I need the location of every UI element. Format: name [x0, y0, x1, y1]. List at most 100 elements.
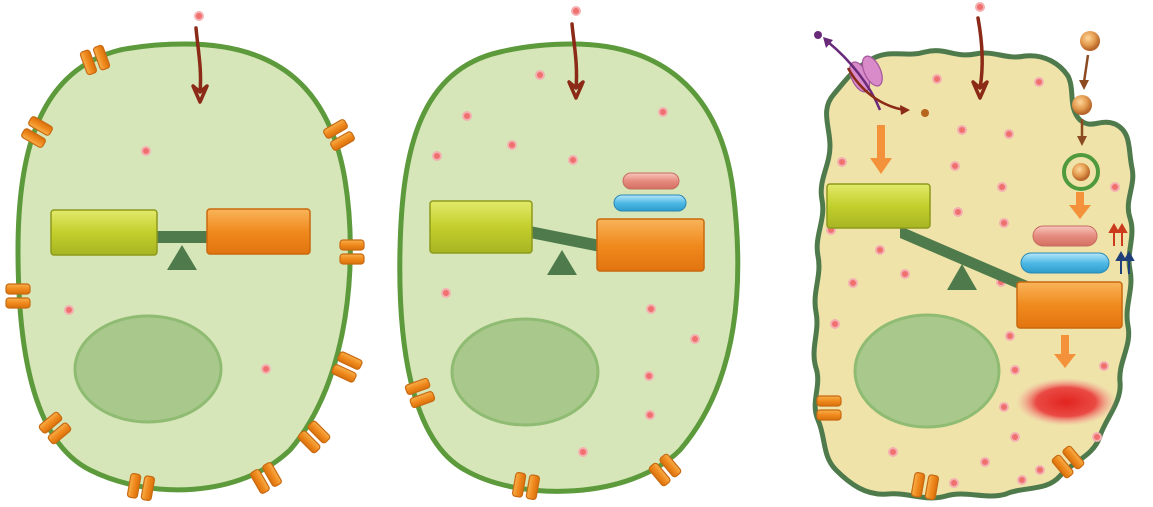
blue-bar [613, 194, 687, 212]
ion [690, 334, 700, 344]
ion-channel-icon [250, 462, 282, 494]
red-region [1016, 378, 1116, 426]
ion [949, 478, 959, 488]
pump-ion [921, 109, 929, 117]
seesaw-fulcrum-icon [547, 250, 577, 275]
influx-arrow-icon [191, 26, 209, 104]
ion [997, 182, 1007, 192]
cell-membrane [811, 48, 1136, 501]
nucleus [450, 317, 600, 427]
ion-channel-icon [816, 395, 842, 421]
ion [432, 151, 442, 161]
ion-channel-icon [1051, 445, 1085, 479]
panel-1 [5, 11, 365, 502]
ion [658, 107, 668, 117]
ion-channel-icon [331, 351, 363, 383]
ion [1110, 182, 1120, 192]
ion-channel-icon [38, 411, 72, 445]
ion [999, 218, 1009, 228]
ion [837, 157, 847, 167]
ion [645, 410, 655, 420]
pump-arrow [846, 67, 906, 112]
ion [932, 74, 942, 84]
ion [1010, 365, 1020, 375]
uptake-arrow [1082, 54, 1090, 83]
ion [261, 364, 271, 374]
ion [568, 155, 578, 165]
lime-box [429, 200, 533, 254]
ion [535, 70, 545, 80]
ion-channel-icon [21, 116, 53, 148]
panel-3 [811, 2, 1136, 501]
signal-arrow [870, 125, 892, 174]
seesaw-beam [150, 231, 212, 243]
ion [1092, 432, 1102, 442]
ion [462, 111, 472, 121]
ion [830, 319, 840, 329]
ion [1017, 475, 1027, 485]
orange-box [206, 208, 311, 255]
nucleus [853, 313, 1001, 429]
signal-arrow [1054, 335, 1076, 368]
ion [950, 161, 960, 171]
ion-channel-icon [5, 283, 31, 309]
ion-channel-icon [511, 471, 541, 501]
lime-box [50, 209, 158, 256]
ion-channel-icon [79, 44, 111, 76]
ion-channel-icon [404, 377, 436, 409]
seesaw-fulcrum-icon [947, 264, 977, 290]
ion [1035, 465, 1045, 475]
ion [1034, 77, 1044, 87]
ion [1099, 361, 1109, 371]
orange-box [596, 218, 705, 272]
ion [646, 304, 656, 314]
influx-arrow-icon [567, 22, 585, 100]
pump-arrow-head [900, 105, 910, 115]
particle [1072, 95, 1092, 115]
ion [1005, 331, 1015, 341]
signal-arrow [1069, 192, 1091, 219]
particle [1072, 163, 1090, 181]
ion [957, 125, 967, 135]
ion [848, 278, 858, 288]
ion [507, 140, 517, 150]
efflux-ion [814, 31, 822, 39]
efflux-arrow [827, 41, 882, 111]
ion [888, 447, 898, 457]
pink-bar [1032, 225, 1098, 247]
influx-arrow-icon [971, 16, 989, 100]
orange-box [1016, 281, 1123, 329]
ion-channel-icon [648, 453, 682, 487]
ion-channel-icon [910, 471, 940, 501]
ion [999, 402, 1009, 412]
ion [571, 6, 581, 16]
panel-2 [397, 6, 741, 501]
ion [644, 371, 654, 381]
uptake-arrow-head [1077, 136, 1087, 146]
ion [975, 2, 985, 12]
seesaw-beam [900, 226, 1030, 294]
uptake-arrow-head [1079, 80, 1089, 90]
ion-channel-icon [126, 472, 156, 502]
seesaw-beam [530, 226, 600, 252]
ion [980, 457, 990, 467]
nucleus [73, 314, 223, 424]
up-arrow-icon [1115, 250, 1135, 274]
ion [1004, 129, 1014, 139]
ion [875, 245, 885, 255]
blue-bar [1020, 252, 1110, 274]
ion [141, 146, 151, 156]
ion [900, 269, 910, 279]
ion [441, 288, 451, 298]
ion [64, 305, 74, 315]
up-arrow-icon [1108, 222, 1128, 246]
pink-bar [622, 172, 680, 190]
ion-channel-icon [297, 420, 331, 454]
ion-channel-icon [323, 119, 355, 151]
ion [953, 207, 963, 217]
lime-box [826, 183, 931, 229]
particle [1080, 31, 1100, 51]
ion-channel-icon [339, 239, 365, 265]
ion [1010, 432, 1020, 442]
